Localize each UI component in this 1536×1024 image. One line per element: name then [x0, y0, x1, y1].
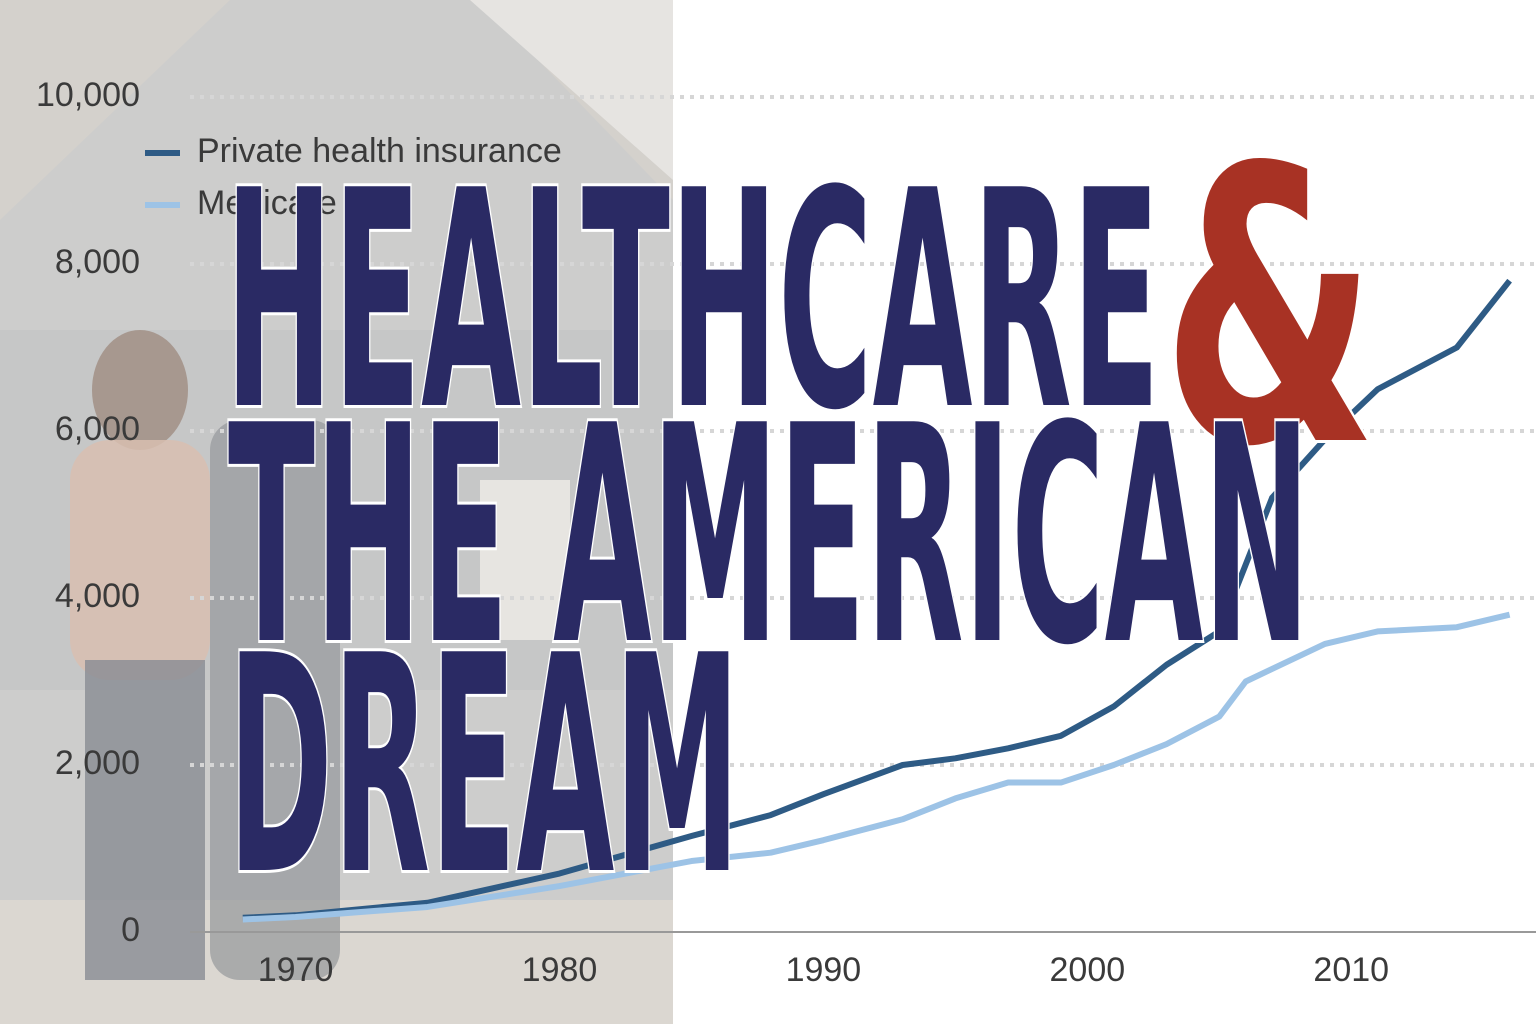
- lines: [242, 278, 1512, 923]
- legend: Private health insurance Medicare: [145, 132, 562, 222]
- photo-background: [0, 0, 673, 1024]
- x-tick-label: 1970: [258, 951, 334, 989]
- y-tick-label: 8,000: [55, 243, 140, 281]
- title-line: DREAM: [228, 592, 740, 941]
- legend-label: Private health insurance: [197, 132, 562, 170]
- y-tick-label: 6,000: [55, 410, 140, 448]
- title-ampersand: &: [1162, 87, 1377, 530]
- title-overlay: HEALTHCARE & THE AMERICAN DREAM: [222, 84, 1380, 944]
- y-tick-label: 4,000: [55, 577, 140, 615]
- x-tick-label: 2000: [1050, 951, 1126, 989]
- legend-label: Medicare: [197, 184, 337, 222]
- y-tick-label: 2,000: [55, 744, 140, 782]
- y-tick-label: 0: [121, 911, 140, 949]
- x-tick-label: 1980: [522, 951, 598, 989]
- series-line: [242, 278, 1512, 921]
- x-tick-label: 1990: [786, 951, 862, 989]
- series-line: [242, 611, 1511, 923]
- x-tick-label: 2010: [1313, 951, 1389, 989]
- title-line: THE AMERICAN: [228, 362, 1310, 711]
- y-tick-label: 10,000: [36, 76, 140, 114]
- grid: [190, 95, 1536, 933]
- ticks: 0 2,000 4,000 6,000 8,000 10,000 1970 1980 1990 2…: [36, 76, 1389, 989]
- title-line: HEALTHCARE: [225, 127, 1160, 476]
